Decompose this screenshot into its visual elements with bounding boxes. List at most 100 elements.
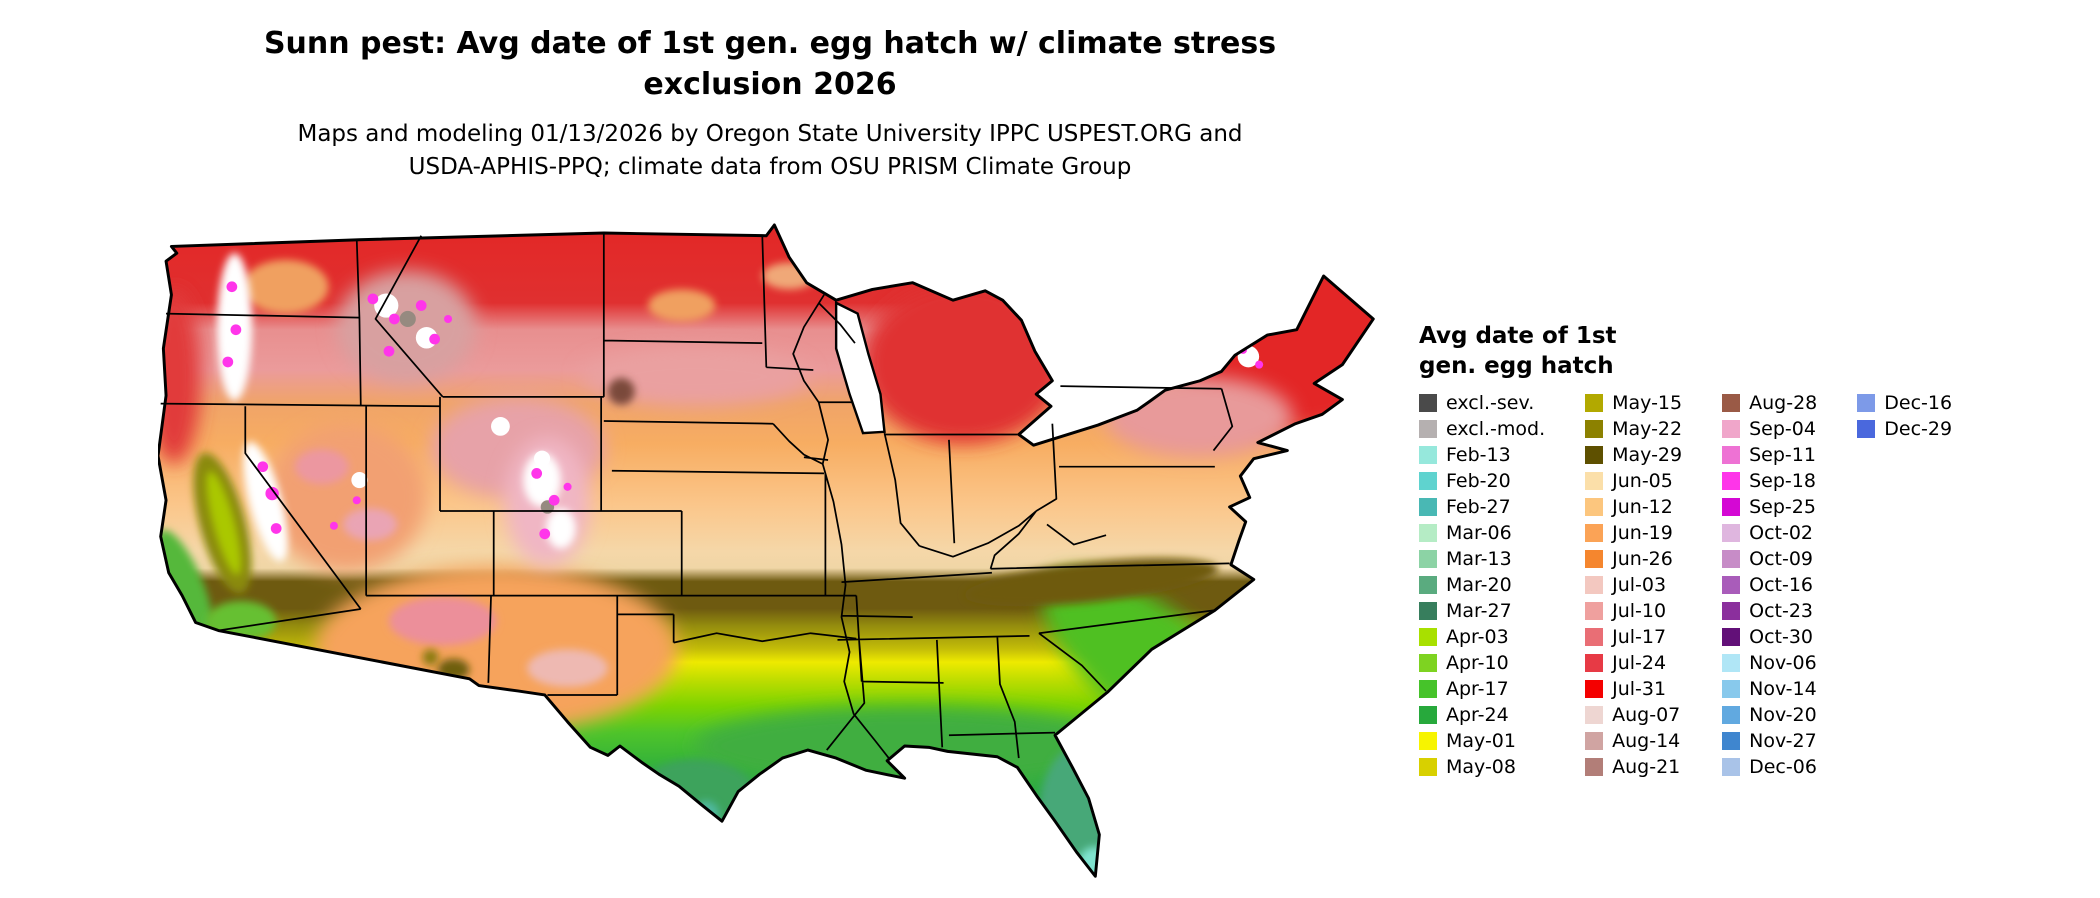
legend-label: Jun-05 [1612,470,1673,492]
legend-label: Oct-23 [1749,600,1813,622]
legend-entry: Feb-13 [1419,442,1545,468]
legend-swatch [1585,576,1604,594]
legend-entry: Apr-10 [1419,650,1545,676]
legend-label: Oct-30 [1749,626,1813,648]
legend-swatch [1585,550,1604,568]
legend-swatch [1585,602,1604,620]
legend-label: Nov-20 [1749,704,1817,726]
legend-swatch [1722,472,1741,490]
legend-label: Aug-21 [1612,756,1681,778]
legend-entry: May-15 [1585,390,1682,416]
region-az-pink [388,596,497,646]
legend-entry: May-08 [1419,754,1545,780]
legend-swatch [1722,654,1741,672]
legend-swatch [1722,732,1741,750]
legend-entry: Oct-30 [1722,624,1817,650]
legend-label: Dec-29 [1884,418,1953,440]
legend-swatch [1585,680,1604,698]
legend-entry: Oct-09 [1722,546,1817,572]
legend-label: Feb-27 [1446,496,1511,518]
page-subtitle: Maps and modeling 01/13/2026 by Oregon S… [150,118,1390,185]
legend-title: Avg date of 1st gen. egg hatch [1419,322,1617,382]
legend-label: Oct-02 [1749,522,1813,544]
page-title: Sunn pest: Avg date of 1st gen. egg hatc… [150,24,1390,105]
legend-entry: Jul-24 [1585,650,1682,676]
region-central-valley-core [206,471,242,576]
legend-label: Mar-06 [1446,522,1512,544]
legend-entry: Dec-06 [1722,754,1817,780]
legend-column: Aug-28 Sep-04 Sep-11 Sep-18 Sep-25 Oct-02 Oct-… [1722,390,1817,780]
legend-entry: Nov-06 [1722,650,1817,676]
region-co-excluded2 [546,508,576,549]
legend-label: Oct-09 [1749,548,1813,570]
legend-entry: Feb-20 [1419,468,1545,494]
legend-entry: Jul-10 [1585,598,1682,624]
region-southwest-orange [315,566,678,733]
legend-entry: Jul-17 [1585,624,1682,650]
region-co-excluded [523,453,561,507]
legend-column: Dec-16 Dec-29 [1857,390,1952,442]
legend-swatch [1722,446,1741,464]
legend-entry: Sep-04 [1722,416,1817,442]
legend-label: Jul-03 [1612,574,1667,596]
region-michigan-red [863,282,1065,444]
legend-label: Nov-27 [1749,730,1817,752]
legend-label: Sep-18 [1749,470,1816,492]
legend-label: Apr-24 [1446,704,1509,726]
region-nd-orange-patch [648,289,716,322]
legend-swatch [1585,758,1604,776]
legend-entry: Sep-25 [1722,494,1817,520]
legend-swatch [1419,706,1437,724]
legend-swatch [1419,550,1437,568]
late-date-magenta-speckles [222,281,1264,540]
legend-entry: Oct-16 [1722,572,1817,598]
legend-entry: Apr-03 [1419,624,1545,650]
legend-label: excl.-sev. [1446,392,1535,414]
legend-swatch [1722,680,1741,698]
legend-entry: Oct-02 [1722,520,1817,546]
legend-label: May-22 [1612,418,1683,440]
legend-entry: Aug-14 [1585,728,1682,754]
legend-swatch [1585,446,1604,464]
conus-outline [156,223,1375,878]
legend-entry: Jun-19 [1585,520,1682,546]
legend-label: Jun-19 [1612,522,1673,544]
region-great-basin [265,423,427,572]
legend-title-line1: Avg date of 1st [1419,323,1617,349]
legend-label: Jul-17 [1612,626,1667,648]
legend-entry: Nov-27 [1722,728,1817,754]
page-title-line2: exclusion 2026 [643,66,897,102]
legend-swatch [1419,394,1437,412]
legend-swatch [1722,524,1741,542]
legend-label: Mar-20 [1446,574,1512,596]
legend-entry: Jun-26 [1585,546,1682,572]
region-mn-orange-patch [762,262,816,290]
page-subtitle-line2: USDA-APHIS-PPQ; climate data from OSU PR… [408,154,1132,181]
legend-swatch [1585,498,1604,516]
legend-label: Nov-06 [1749,652,1817,674]
legend-entry: Sep-18 [1722,468,1817,494]
legend-swatch [1419,680,1437,698]
conus-map [156,223,1375,878]
legend-swatch [1722,758,1741,776]
legend-label: May-08 [1446,756,1516,778]
legend-label: Mar-27 [1446,600,1512,622]
legend-label: Feb-20 [1446,470,1511,492]
legend-title-line2: gen. egg hatch [1419,352,1614,379]
legend-label: excl.-mod. [1446,418,1546,440]
legend-label: Dec-06 [1749,756,1817,778]
region-se-az-olive2 [422,649,439,666]
state-borders [160,233,1234,760]
legend: excl.-sev. excl.-mod. Feb-13 Feb-20 Feb-27 Ma… [1419,390,1952,780]
legend-entry: Mar-06 [1419,520,1545,546]
legend-label: Sep-04 [1749,418,1816,440]
legend-entry: May-22 [1585,416,1682,442]
legend-swatch [1585,394,1604,412]
legend-swatch [1419,420,1437,438]
legend-swatch [1419,758,1437,776]
legend-entry: Jul-31 [1585,676,1682,702]
legend-entry: Feb-27 [1419,494,1545,520]
legend-label: Sep-11 [1749,444,1816,466]
legend-swatch [1722,706,1741,724]
